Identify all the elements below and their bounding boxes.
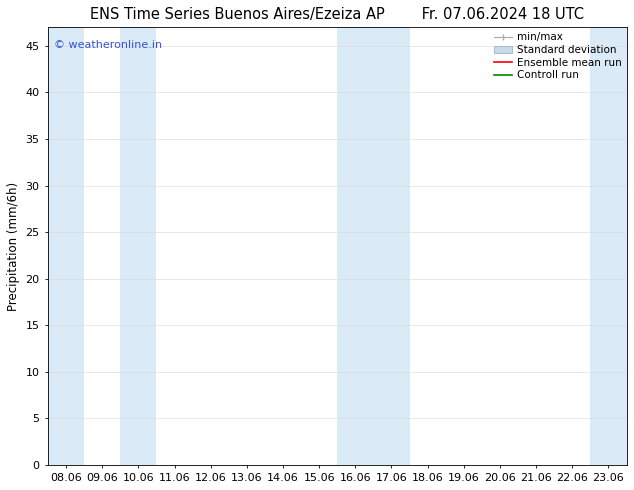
Y-axis label: Precipitation (mm/6h): Precipitation (mm/6h) [7,181,20,311]
Bar [48,27,84,465]
Bar [590,27,626,465]
Legend: min/max, Standard deviation, Ensemble mean run, Controll run: min/max, Standard deviation, Ensemble me… [491,29,624,83]
Bar [337,27,410,465]
Text: © weatheronline.in: © weatheronline.in [54,40,162,50]
Title: ENS Time Series Buenos Aires/Ezeiza AP        Fr. 07.06.2024 18 UTC: ENS Time Series Buenos Aires/Ezeiza AP F… [90,7,585,22]
Bar [120,27,157,465]
